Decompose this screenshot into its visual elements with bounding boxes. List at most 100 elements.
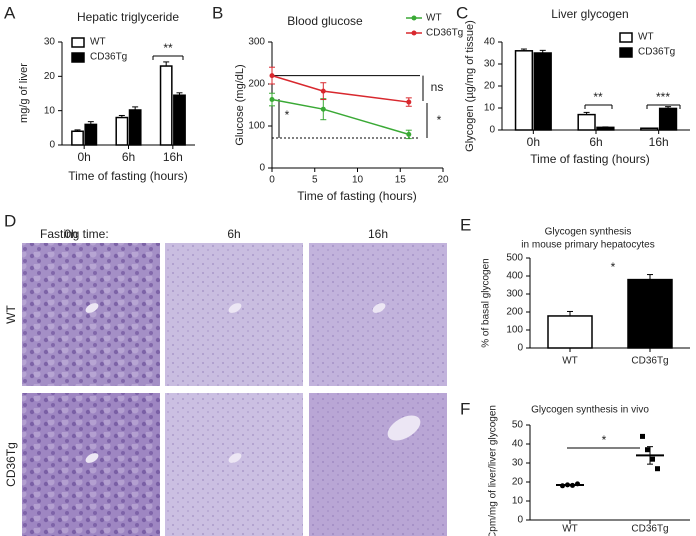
x-tick-label: 15 xyxy=(395,175,407,186)
bar xyxy=(84,123,98,146)
annotation: * xyxy=(602,433,607,447)
y-tick-label: 500 xyxy=(506,253,523,264)
x-tick-label: 0h xyxy=(77,150,90,164)
series-line xyxy=(271,74,409,103)
legend-swatch xyxy=(71,52,85,63)
y-tick-label: 40 xyxy=(484,37,496,48)
fasting-label: Fasting time: xyxy=(40,227,109,241)
y-axis-label: % of basal glycogen xyxy=(481,258,492,348)
x-tick-label: 16h xyxy=(163,150,183,164)
chart-title: Hepatic triglyceride xyxy=(77,10,179,24)
y-axis-label: mg/g of liver xyxy=(18,63,30,123)
y-tick-label: 10 xyxy=(484,103,496,114)
point xyxy=(655,466,660,472)
point xyxy=(320,106,326,112)
bar xyxy=(115,116,129,146)
annotation: ** xyxy=(593,90,603,104)
x-tick-label: 20 xyxy=(437,175,449,186)
vessel xyxy=(387,415,421,441)
column-label: 6h xyxy=(227,227,240,241)
series-line xyxy=(271,98,410,136)
y-tick-label: 300 xyxy=(248,37,265,48)
bar xyxy=(173,94,186,146)
row-label: WT xyxy=(4,305,18,324)
y-axis-label: Glycogen (µg/mg of tissue) xyxy=(464,20,476,152)
chart-title: Glycogen synthesis in vivo xyxy=(531,405,649,416)
histology-texture xyxy=(309,243,447,386)
bar xyxy=(627,278,673,349)
chart-title: in mouse primary hepatocytes xyxy=(521,240,654,251)
legend-swatch xyxy=(71,37,85,48)
x-tick-label: 10 xyxy=(352,175,364,186)
histology-texture xyxy=(309,393,447,536)
x-tick-label: 6h xyxy=(122,150,135,164)
bar xyxy=(159,65,173,146)
y-tick-label: 100 xyxy=(506,325,523,336)
panel-letter: C xyxy=(456,3,468,22)
y-tick-label: 30 xyxy=(484,59,496,70)
x-axis-label: Time of fasting (hours) xyxy=(68,169,188,183)
annotation: * xyxy=(611,260,616,274)
point xyxy=(565,482,570,488)
point xyxy=(570,482,575,488)
column-label: 16h xyxy=(368,227,388,241)
panel-letter: E xyxy=(460,215,471,234)
y-tick-label: 20 xyxy=(512,477,524,488)
row-label: CD36Tg xyxy=(4,442,18,487)
bar xyxy=(547,315,593,349)
chart-title: Liver glycogen xyxy=(551,7,628,21)
x-tick-label: WT xyxy=(562,356,578,367)
x-tick-label: 5 xyxy=(312,175,318,186)
histology-texture xyxy=(22,243,160,386)
legend-swatch xyxy=(619,47,633,58)
y-tick-label: 0 xyxy=(517,343,523,354)
point xyxy=(320,88,326,94)
y-tick-label: 200 xyxy=(506,307,523,318)
x-axis-label: Time of fasting (hours) xyxy=(297,189,417,203)
y-tick-label: 10 xyxy=(512,496,524,507)
bar xyxy=(640,127,659,131)
y-axis-label: Glucose (mg/dL) xyxy=(234,64,246,145)
point xyxy=(269,73,275,79)
chart-title: Glycogen synthesis xyxy=(545,227,632,238)
y-tick-label: 0 xyxy=(489,125,495,136)
bar xyxy=(128,109,142,146)
vessel xyxy=(372,303,386,313)
panel-letter: D xyxy=(4,211,16,230)
vessel xyxy=(228,453,242,463)
point xyxy=(645,447,650,453)
point xyxy=(406,131,412,137)
y-tick-label: 200 xyxy=(248,79,265,90)
y-tick-label: 400 xyxy=(506,271,523,282)
chart-title: Blood glucose xyxy=(287,14,363,28)
panel-letter: B xyxy=(212,3,223,22)
bar xyxy=(596,126,615,131)
y-tick-label: 300 xyxy=(506,289,523,300)
annotation: *** xyxy=(656,90,670,104)
y-tick-label: 100 xyxy=(248,121,265,132)
y-tick-label: 20 xyxy=(484,81,496,92)
legend-marker xyxy=(411,15,417,21)
vessel xyxy=(85,453,99,463)
x-axis-label: Time of fasting (hours) xyxy=(530,152,650,166)
point xyxy=(575,481,580,487)
y-tick-label: 0 xyxy=(259,163,265,174)
x-tick-label: CD36Tg xyxy=(631,524,668,535)
x-tick-label: 6h xyxy=(589,135,602,149)
y-tick-label: 30 xyxy=(512,458,524,469)
x-tick-label: 0h xyxy=(527,135,540,149)
histology-texture xyxy=(22,393,160,536)
bar xyxy=(71,130,84,146)
column-label: 0h xyxy=(64,227,77,241)
y-axis-label: Cpm/mg of liver/liver glycogen xyxy=(488,405,499,536)
y-tick-label: 20 xyxy=(44,71,56,82)
significance-brackets xyxy=(152,55,681,449)
y-tick-label: 30 xyxy=(44,37,56,48)
x-tick-label: 16h xyxy=(649,135,669,149)
bar xyxy=(577,113,596,131)
histology-texture xyxy=(165,243,303,386)
bar xyxy=(533,52,552,131)
legend-label: CD36Tg xyxy=(638,47,675,58)
bar xyxy=(514,50,534,131)
